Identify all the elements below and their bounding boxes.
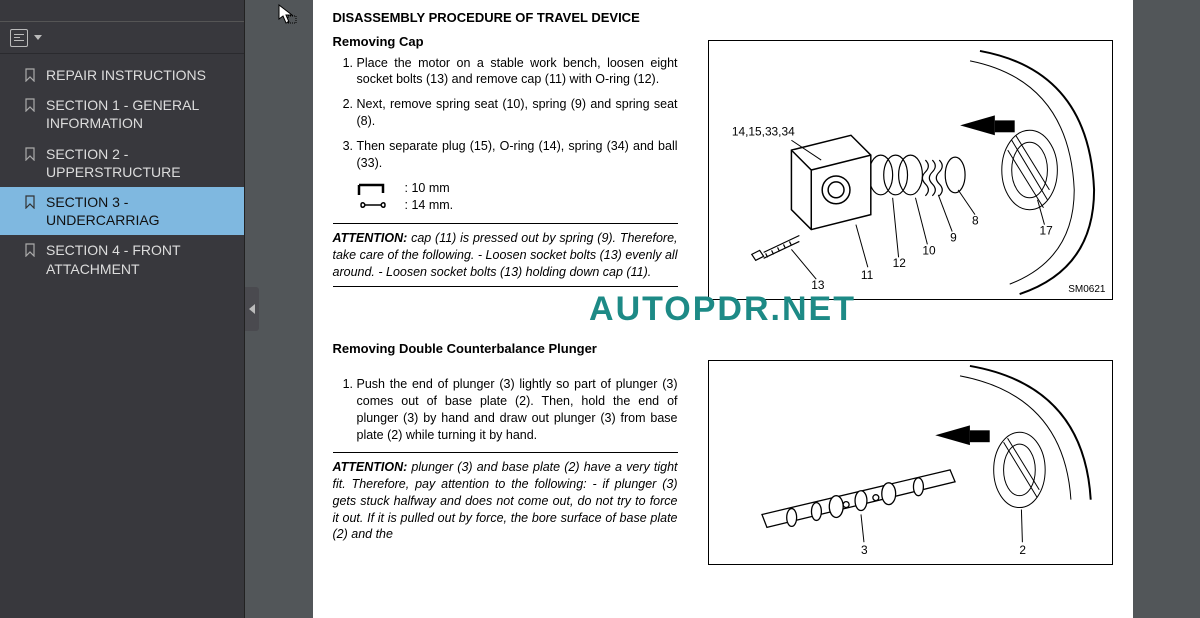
figure-1-code: SM0621 (1068, 284, 1105, 295)
outline-item-0[interactable]: REPAIR INSTRUCTIONS (0, 60, 244, 90)
steps-list-2: Push the end of plunger (3) lightly so p… (333, 376, 678, 444)
tool-spec-1: : 10 mm (405, 180, 454, 198)
document-viewport: AUTOPDR.NET DISASSEMBLY PROCEDURE OF TRA… (245, 0, 1200, 618)
svg-text:8: 8 (972, 214, 979, 228)
svg-text:3: 3 (860, 543, 867, 557)
outline-toolbar (0, 22, 244, 54)
sidebar-collapse-handle[interactable] (245, 287, 259, 331)
hex-key-icon (357, 183, 391, 197)
svg-text:9: 9 (950, 230, 957, 244)
divider (333, 452, 678, 453)
bookmark-icon (24, 68, 36, 82)
bookmark-icon (24, 243, 36, 257)
svg-text:2: 2 (1019, 543, 1026, 557)
steps-list-1: Place the motor on a stable work bench, … (333, 55, 678, 172)
outline-view-icon[interactable] (10, 29, 28, 47)
figure-2: 2 3 (708, 360, 1113, 565)
outline-item-4[interactable]: SECTION 4 - FRONT ATTACHMENT (0, 235, 244, 283)
outline-item-1[interactable]: SECTION 1 - GENERAL INFORMATION (0, 90, 244, 138)
attention-1: ATTENTION: cap (11) is pressed out by sp… (333, 230, 678, 281)
step-2-1: Push the end of plunger (3) lightly so p… (357, 376, 678, 444)
section1-title: Removing Cap (333, 34, 678, 49)
step-2: Next, remove spring seat (10), spring (9… (357, 96, 678, 130)
outline-item-3[interactable]: SECTION 3 - UNDERCARRIAG (0, 187, 244, 235)
sidebar-top-strip (0, 0, 244, 22)
heading-main: DISASSEMBLY PROCEDURE OF TRAVEL DEVICE (333, 10, 678, 26)
bookmark-icon (24, 98, 36, 112)
wrench-icon (357, 199, 391, 211)
section2-title: Removing Double Counterbalance Plunger (333, 341, 678, 356)
outline-item-label: SECTION 4 - FRONT ATTACHMENT (46, 241, 234, 277)
svg-text:12: 12 (892, 256, 906, 270)
divider (333, 286, 678, 287)
svg-text:11: 11 (860, 268, 873, 282)
attention-2-label: ATTENTION: (333, 460, 408, 474)
tool-spec-block: : 10 mm : 14 mm. (357, 180, 678, 215)
figure-1: 14,15,33,34 8 9 10 11 12 13 17 SM0621 (708, 40, 1113, 300)
outline-dropdown-icon[interactable] (34, 35, 42, 40)
outline-list: REPAIR INSTRUCTIONS SECTION 1 - GENERAL I… (0, 54, 244, 290)
outline-item-label: REPAIR INSTRUCTIONS (46, 66, 206, 84)
sidebar: REPAIR INSTRUCTIONS SECTION 1 - GENERAL I… (0, 0, 245, 618)
attention-1-label: ATTENTION: (333, 231, 408, 245)
svg-text:17: 17 (1039, 224, 1053, 238)
outline-item-label: SECTION 1 - GENERAL INFORMATION (46, 96, 234, 132)
step-3: Then separate plug (15), O-ring (14), sp… (357, 138, 678, 172)
document-page: AUTOPDR.NET DISASSEMBLY PROCEDURE OF TRA… (313, 0, 1133, 618)
tool-spec-2: : 14 mm. (405, 197, 454, 215)
attention-2: ATTENTION: plunger (3) and base plate (2… (333, 459, 678, 543)
bookmark-icon (24, 147, 36, 161)
outline-item-label: SECTION 3 - UNDERCARRIAG (46, 193, 234, 229)
svg-text:13: 13 (811, 278, 825, 292)
step-1: Place the motor on a stable work bench, … (357, 55, 678, 89)
bookmark-icon (24, 195, 36, 209)
outline-item-label: SECTION 2 - UPPERSTRUCTURE (46, 145, 234, 181)
outline-item-2[interactable]: SECTION 2 - UPPERSTRUCTURE (0, 139, 244, 187)
svg-text:10: 10 (922, 243, 936, 257)
divider (333, 223, 678, 224)
fig1-callout-main: 14,15,33,34 (731, 124, 794, 138)
